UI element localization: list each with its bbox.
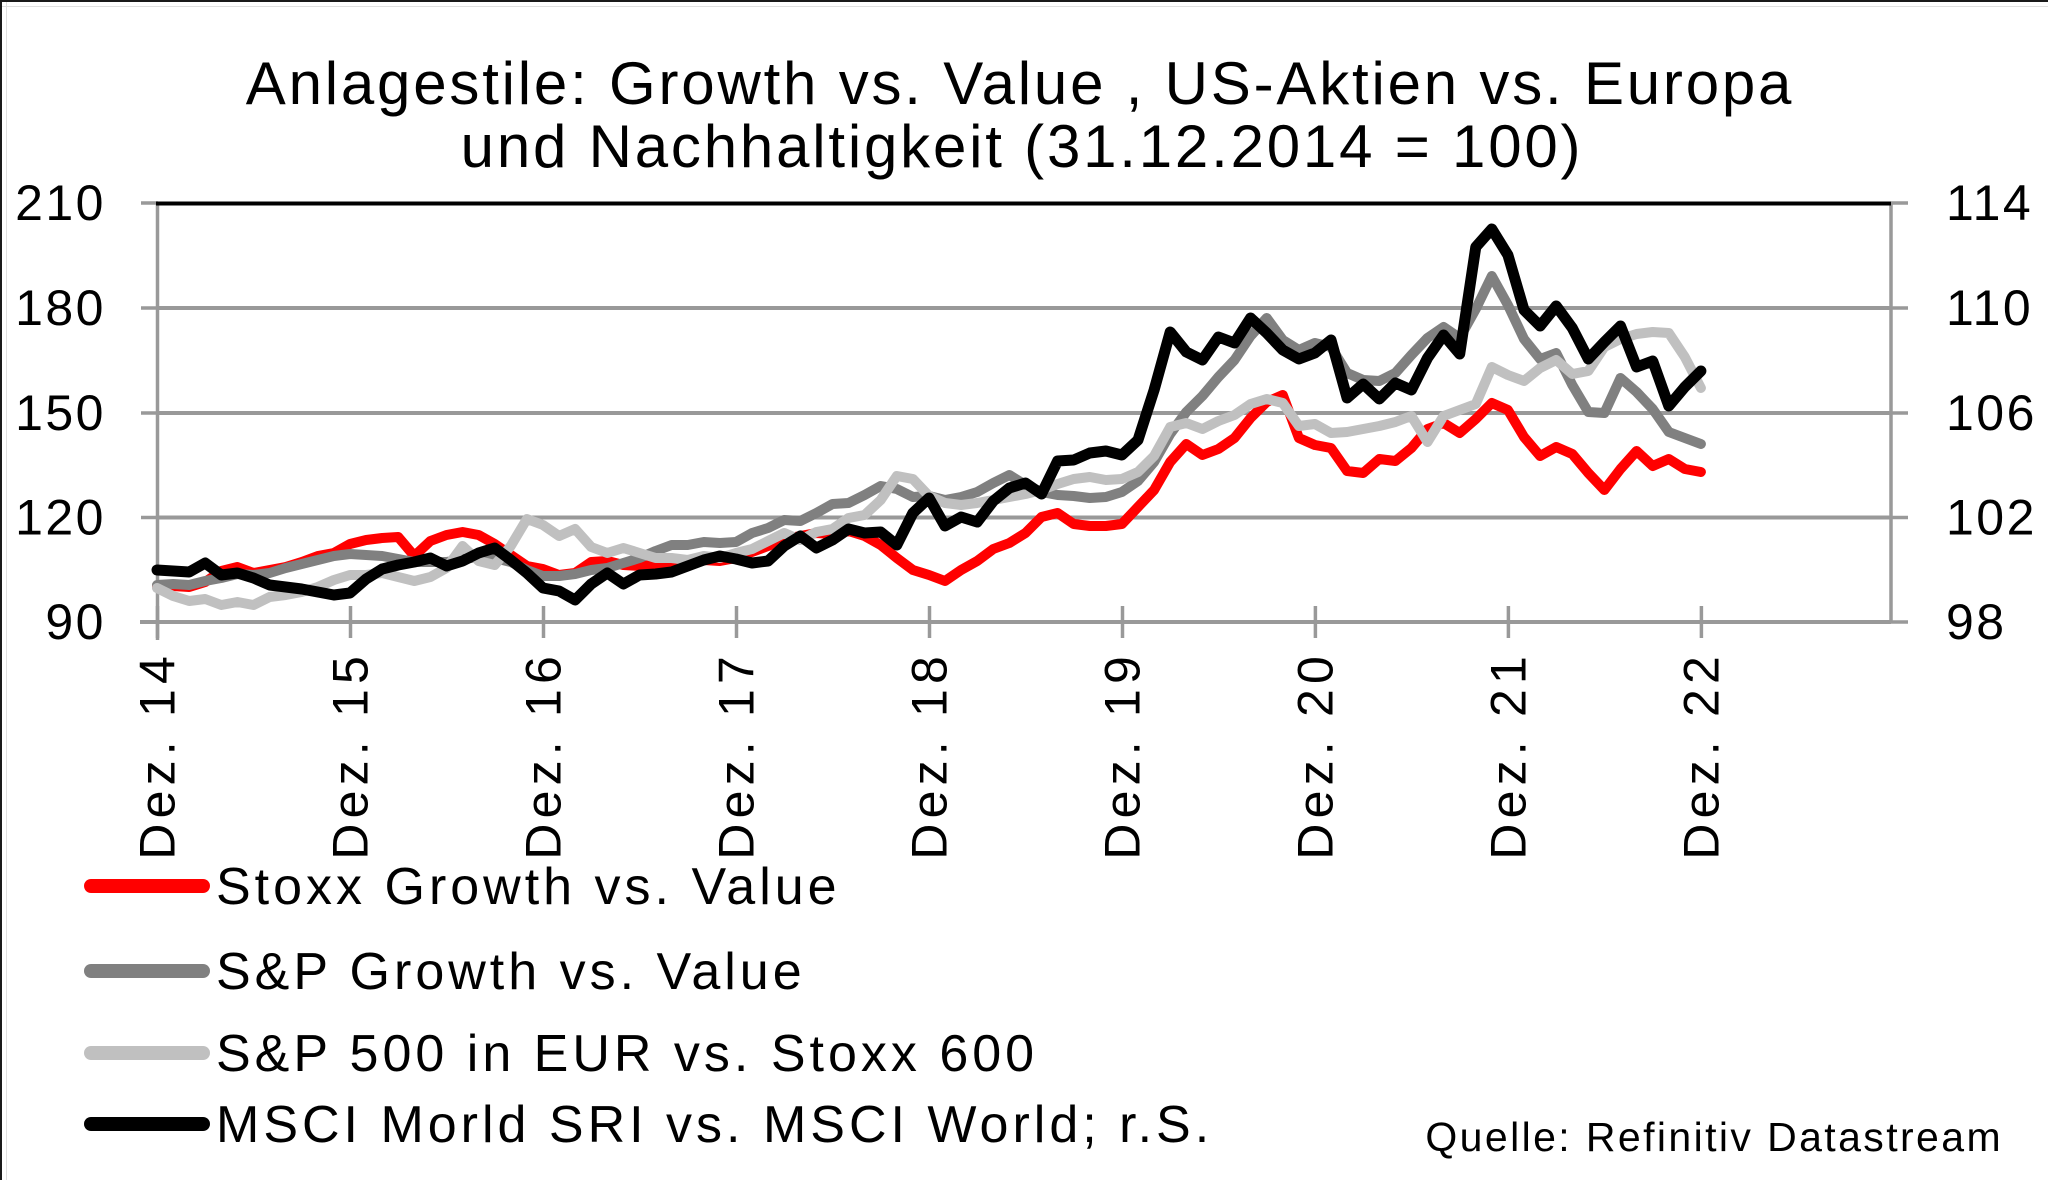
svg-text:150: 150 [15,385,106,441]
svg-text:90: 90 [45,594,106,650]
svg-text:Dez. 18: Dez. 18 [902,651,958,860]
svg-text:Quelle: Refinitiv Datastream: Quelle: Refinitiv Datastream [1425,1114,2003,1160]
svg-text:Dez. 19: Dez. 19 [1095,651,1151,860]
svg-text:Dez. 15: Dez. 15 [323,651,379,860]
svg-text:114: 114 [1946,175,2033,231]
svg-text:120: 120 [15,490,106,546]
svg-text:98: 98 [1946,594,2007,650]
svg-text:Dez. 17: Dez. 17 [709,651,765,860]
svg-text:Dez. 21: Dez. 21 [1480,651,1536,860]
svg-text:106: 106 [1946,385,2037,441]
svg-text:Dez. 14: Dez. 14 [130,651,186,860]
svg-text:Stoxx Growth vs. Value: Stoxx Growth vs. Value [216,858,841,916]
svg-text:Anlagestile: Growth vs. Value: Anlagestile: Growth vs. Value , US-Aktie… [246,50,1794,117]
svg-text:Dez. 20: Dez. 20 [1287,651,1343,860]
svg-text:210: 210 [15,175,106,231]
svg-text:S&P Growth vs. Value: S&P Growth vs. Value [216,943,806,1001]
svg-text:110: 110 [1946,280,2033,336]
svg-text:S&P 500 in EUR vs. Stoxx 600: S&P 500 in EUR vs. Stoxx 600 [216,1025,1038,1083]
svg-text:und Nachhaltigkeit (31.12.2014: und Nachhaltigkeit (31.12.2014 = 100) [461,113,1584,180]
svg-text:MSCI Morld SRI vs. MSCI World;: MSCI Morld SRI vs. MSCI World; r.S. [216,1096,1213,1154]
svg-text:102: 102 [1946,490,2037,546]
svg-text:180: 180 [15,280,106,336]
svg-text:Dez. 16: Dez. 16 [516,651,572,860]
svg-text:Dez. 22: Dez. 22 [1673,651,1729,860]
